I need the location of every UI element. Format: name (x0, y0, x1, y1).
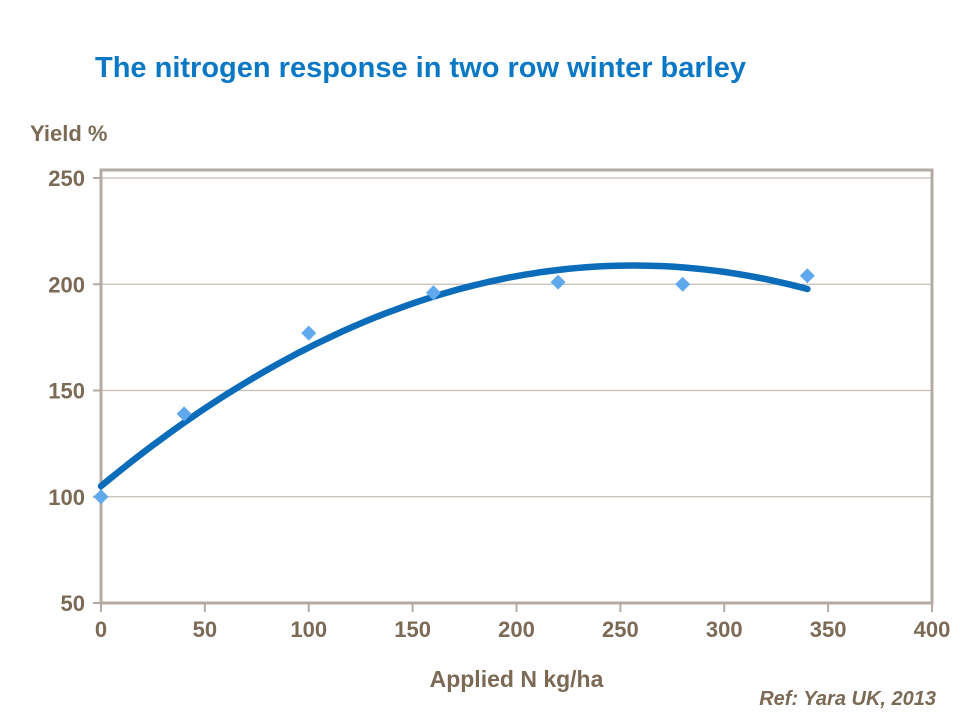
y-tick-label: 50 (61, 591, 85, 616)
chart-title: The nitrogen response in two row winter … (95, 52, 746, 84)
data-point-marker (93, 489, 109, 505)
data-point-marker (301, 325, 317, 341)
data-point-marker (799, 268, 815, 284)
reference-note: Ref: Yara UK, 2013 (759, 688, 936, 710)
y-tick-label: 100 (48, 485, 85, 510)
x-tick-label: 0 (95, 617, 107, 642)
y-tick-label: 250 (48, 166, 85, 191)
x-tick-label: 300 (706, 617, 743, 642)
trendline-curve (97, 262, 811, 490)
x-tick-label: 400 (914, 617, 951, 642)
data-point-marker (425, 285, 441, 301)
x-tick-label: 150 (394, 617, 431, 642)
y-tick-label: 150 (48, 379, 85, 404)
x-tick-label: 50 (193, 617, 217, 642)
x-tick-label: 350 (810, 617, 847, 642)
data-point-marker (176, 406, 192, 422)
y-tick-label: 200 (48, 272, 85, 297)
plot-border (99, 168, 934, 605)
y-axis-title: Yield % (30, 121, 108, 146)
data-point-marker (675, 276, 691, 292)
x-tick-label: 100 (290, 617, 327, 642)
data-point-marker (550, 274, 566, 290)
x-tick-label: 250 (602, 617, 639, 642)
x-tick-label: 200 (498, 617, 535, 642)
x-axis-title: Applied N kg/ha (429, 666, 604, 692)
